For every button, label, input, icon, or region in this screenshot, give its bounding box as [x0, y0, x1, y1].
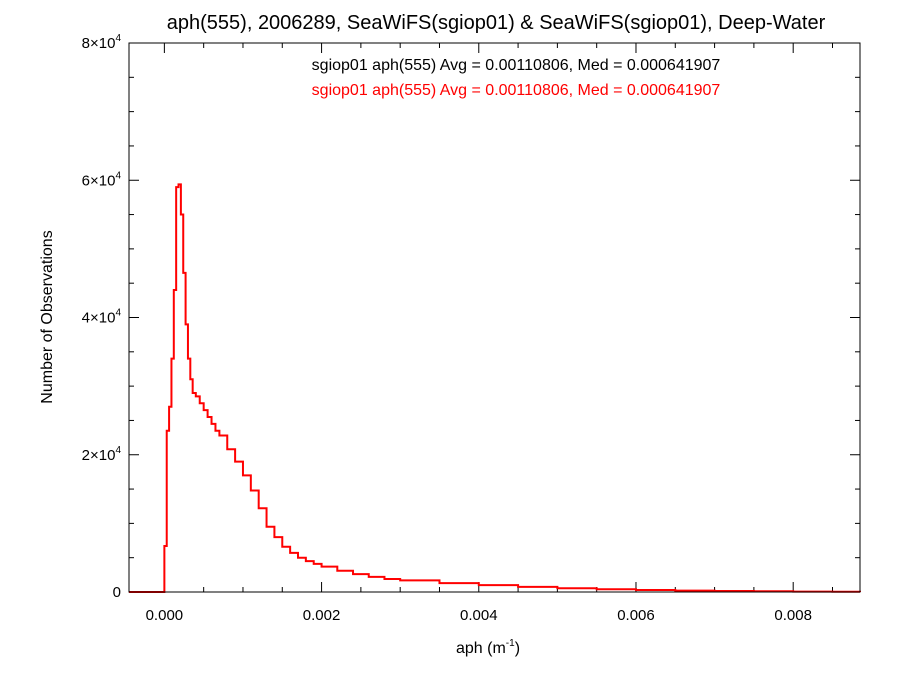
- x-axis-label-base: aph (m: [456, 640, 506, 657]
- annotation-group: sgiop01 aph(555) Avg = 0.00110806, Med =…: [312, 57, 721, 99]
- chart-title: aph(555), 2006289, SeaWiFS(sgiop01) & Se…: [167, 12, 826, 34]
- plot-frame: [128, 42, 861, 593]
- y-tick-label: 2×104: [82, 445, 122, 464]
- y-tick-label: 4×104: [82, 308, 122, 327]
- x-tick-label: 0.002: [303, 607, 341, 624]
- x-axis-label-close: ): [515, 640, 520, 657]
- x-tick-label: 0.000: [146, 607, 184, 624]
- x-axis-label-sup: -1: [506, 638, 515, 649]
- x-axis-ticks: 0.000 0.002 0.004 0.006 0.008: [146, 43, 833, 624]
- annotation-red: sgiop01 aph(555) Avg = 0.00110806, Med =…: [312, 82, 721, 99]
- annotation-black: sgiop01 aph(555) Avg = 0.00110806, Med =…: [312, 57, 721, 74]
- y-axis-label: Number of Observations: [39, 230, 56, 403]
- y-axis-ticks: 0 2×104 4×104 6×104 8×104: [82, 33, 860, 601]
- x-tick-label: 0.008: [774, 607, 812, 624]
- x-axis-label: aph (m-1): [456, 638, 520, 657]
- x-tick-label: 0.004: [460, 607, 498, 624]
- y-tick-label: 0: [113, 584, 121, 601]
- x-tick-label: 0.006: [617, 607, 655, 624]
- series-line: [129, 183, 861, 593]
- y-tick-label: 8×104: [82, 33, 122, 52]
- y-tick-label: 6×104: [82, 170, 122, 189]
